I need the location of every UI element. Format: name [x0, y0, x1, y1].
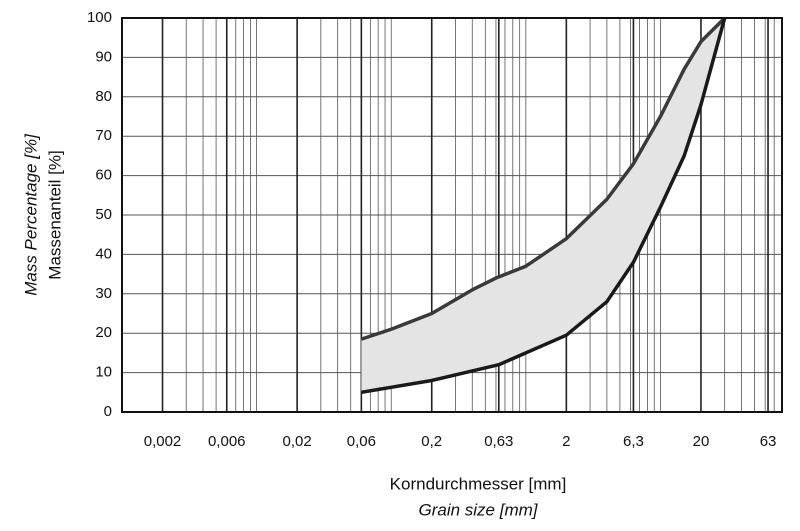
x-tick-label: 6,3 [623, 433, 644, 450]
y-axis-label-2: Mass Percentage [%] [21, 133, 40, 296]
y-tick-label: 70 [95, 127, 112, 144]
x-tick-label: 2 [562, 433, 570, 450]
curve [361, 17, 727, 395]
y-tick-label: 90 [95, 48, 112, 65]
curve [360, 16, 726, 341]
y-tick-label: 0 [104, 403, 112, 420]
y-tick-label: 50 [95, 206, 112, 223]
x-tick-label: 0,002 [144, 433, 182, 450]
x-tick-label: 0,006 [208, 433, 246, 450]
y-tick-label: 10 [95, 364, 112, 381]
y-tick-label: 60 [95, 167, 112, 184]
y-axis-label: Massenanteil [%] [45, 150, 64, 279]
plot-frame [121, 17, 783, 413]
x-axis-label: Korndurchmesser [mm] [390, 474, 567, 493]
x-tick-label: 0,06 [347, 433, 376, 450]
y-tick-label: 20 [95, 324, 112, 341]
y-tick-label: 40 [95, 245, 112, 262]
x-tick-label: 0,2 [421, 433, 442, 450]
x-tick-label: 0,02 [283, 433, 312, 450]
y-tick-label: 80 [95, 88, 112, 105]
band-fill [361, 18, 725, 393]
x-tick-label: 0,63 [484, 433, 513, 450]
x-axis-label-2: Grain size [mm] [418, 500, 538, 519]
y-tick-label: 30 [95, 285, 112, 302]
x-tick-label: 20 [693, 433, 710, 450]
x-tick-label: 63 [760, 433, 777, 450]
y-tick-label: 100 [87, 9, 112, 26]
